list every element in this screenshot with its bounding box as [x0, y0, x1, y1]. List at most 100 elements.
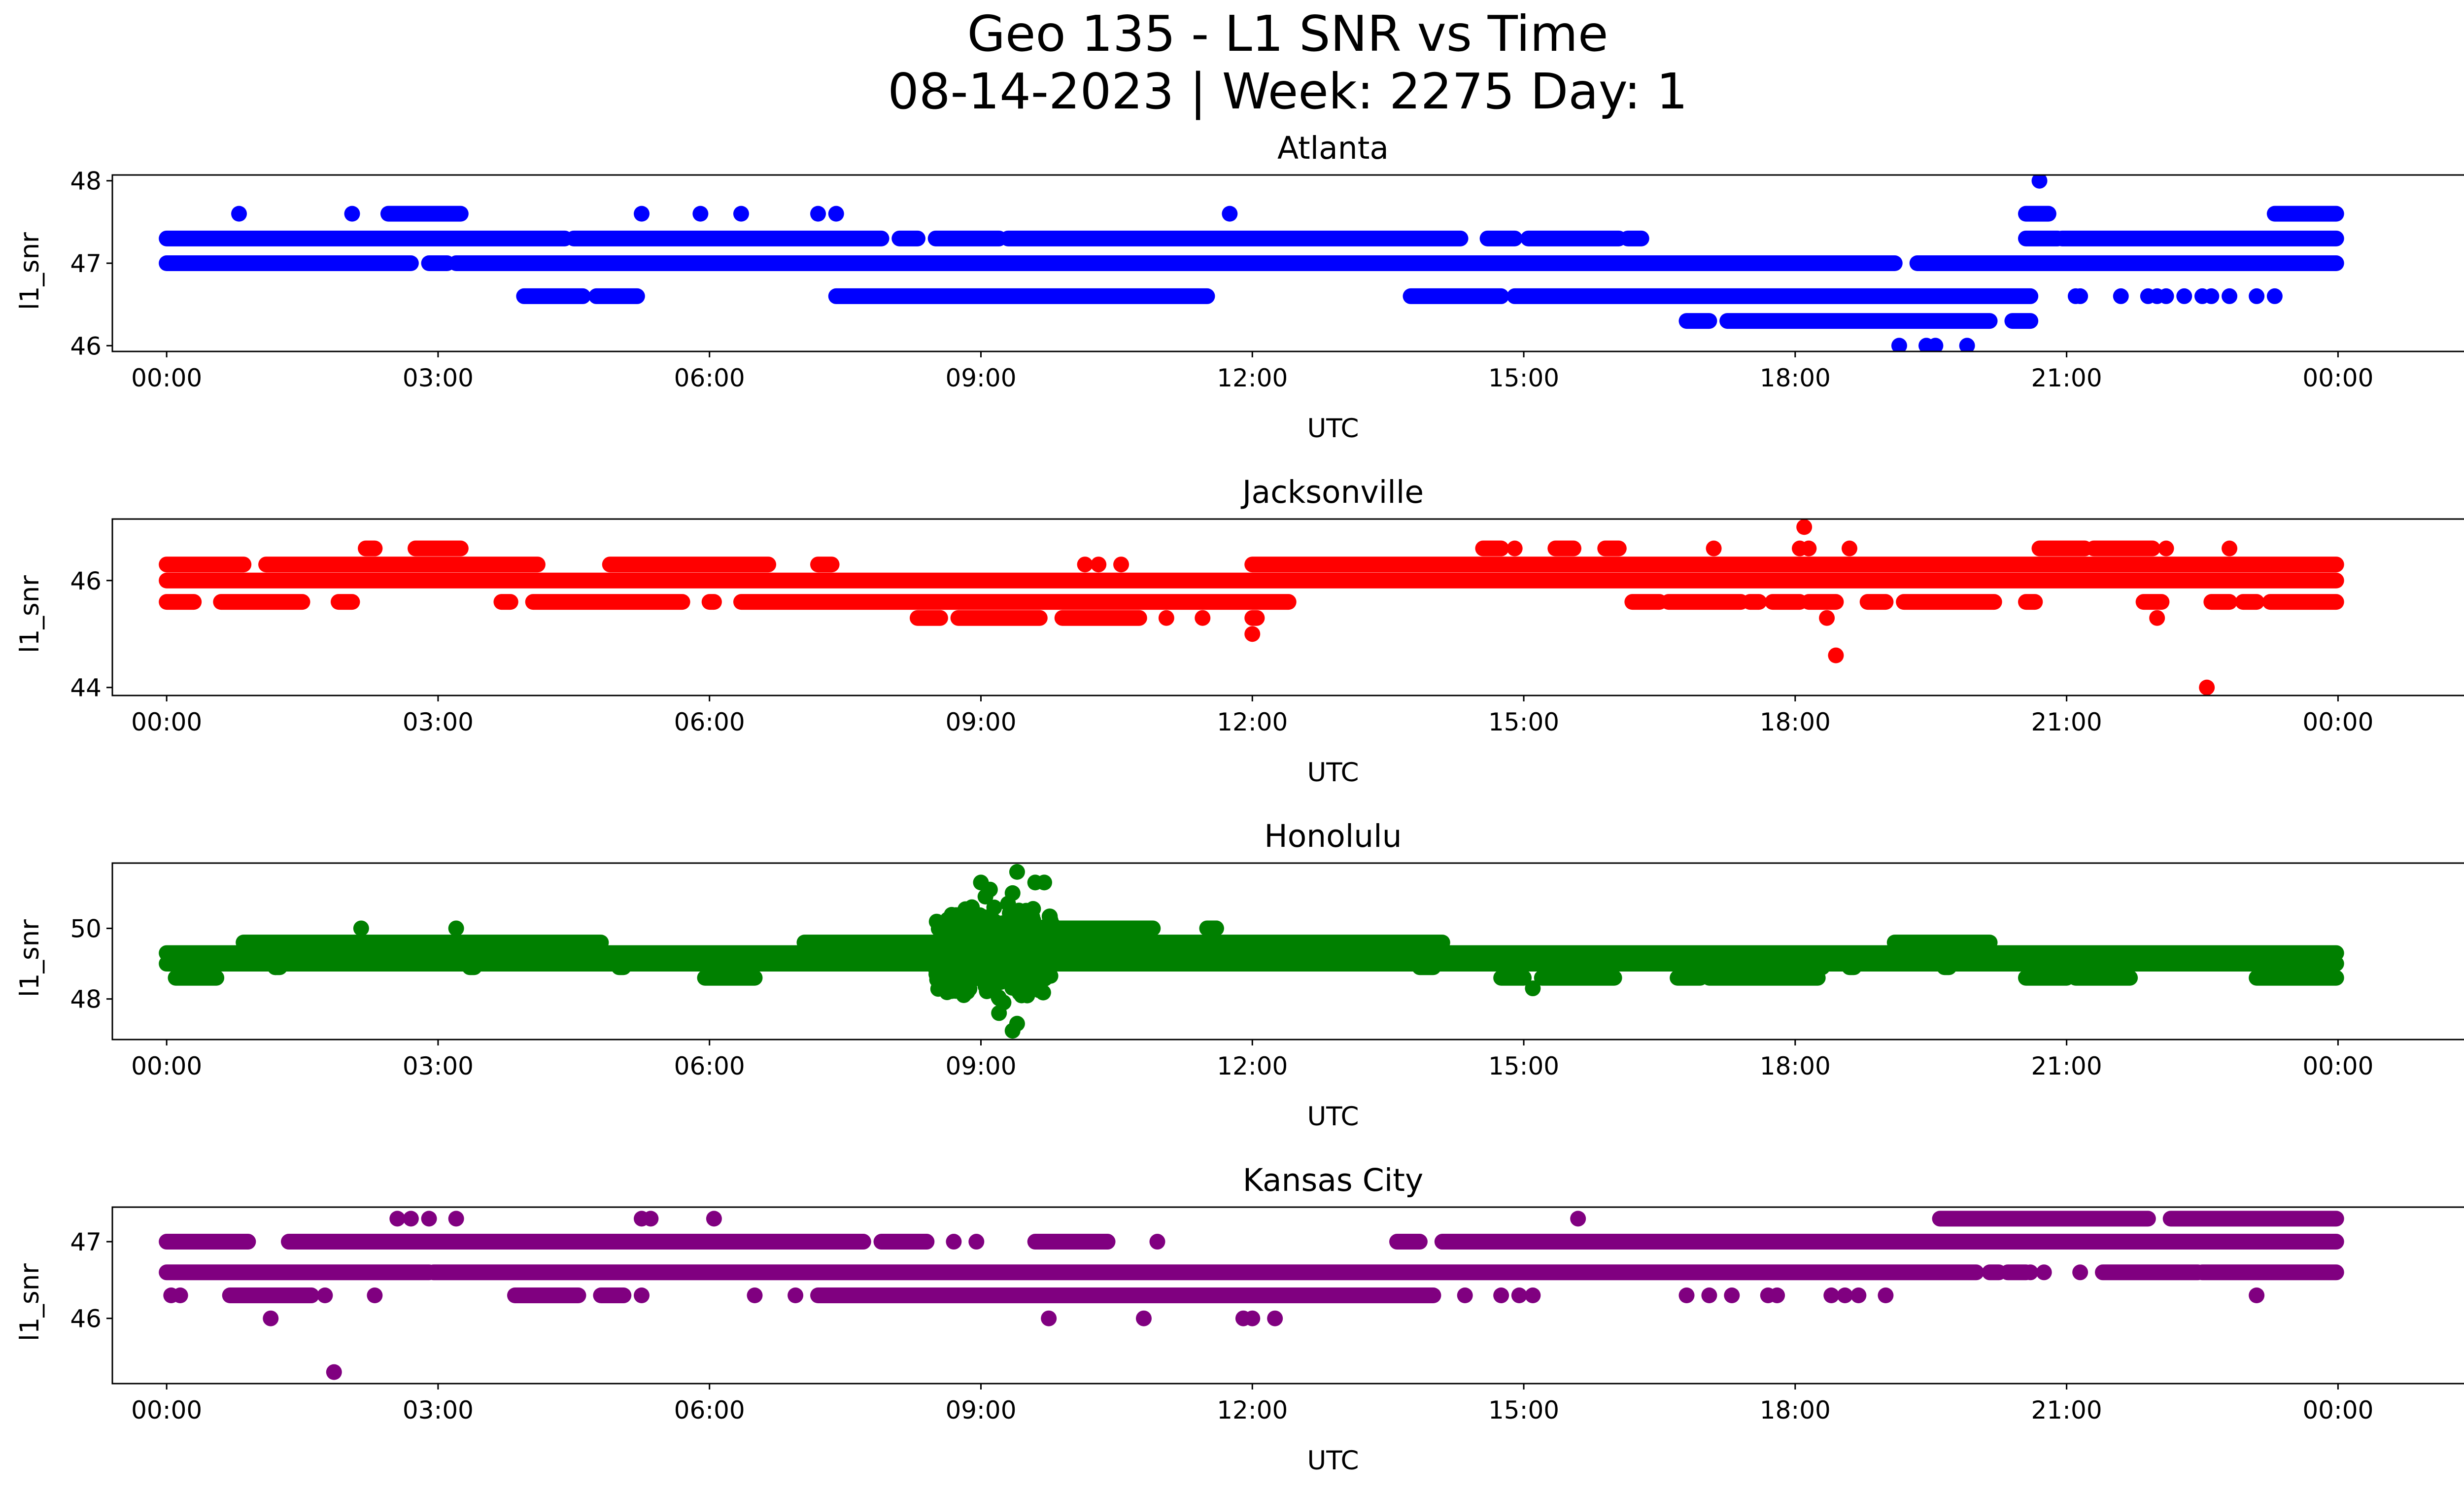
data-point: [2072, 1264, 2088, 1281]
data-point: [2031, 175, 2048, 189]
data-point: [964, 899, 980, 915]
data-point: [367, 1287, 383, 1303]
data-point: [1678, 1287, 1695, 1303]
data-point: [980, 929, 996, 945]
data-point: [1796, 519, 1813, 535]
data-point: [1158, 610, 1174, 626]
x-tick-label: 00:00: [131, 1052, 202, 1080]
data-point: [946, 1234, 962, 1250]
data-point: [964, 948, 981, 964]
data-point: [2222, 540, 2238, 556]
x-tick-label: 12:00: [1217, 1052, 1288, 1080]
data-point: [1457, 1287, 1473, 1303]
data-point: [1004, 951, 1021, 968]
data-point: [267, 959, 283, 975]
y-axis-label: l1_snr: [15, 1263, 45, 1341]
data-point: [634, 206, 650, 222]
data-point: [2149, 610, 2165, 626]
data-point: [955, 973, 971, 989]
x-tick-label: 15:00: [1488, 1396, 1559, 1425]
subplot-kansas-city: Kansas City UTC l1_snr 00:00 03:00 06:00 09…: [15, 1162, 2464, 1476]
data-point: [172, 1287, 188, 1303]
y-tick-label: 48: [70, 167, 102, 196]
data-point: [2203, 288, 2220, 304]
x-tick-label: 00:00: [2302, 364, 2373, 392]
x-tick-label: 09:00: [945, 1396, 1016, 1425]
data-point: [1014, 987, 1030, 1004]
data-point: [931, 952, 947, 968]
data-point: [1525, 1287, 1541, 1303]
data-point: [1017, 958, 1033, 974]
data-point: [1819, 610, 1835, 626]
subplot-atlanta: Atlanta UTC l1_snr 00:00 03:00 06:00 09:00 1…: [15, 130, 2464, 444]
x-tick-label: 00:00: [2302, 1052, 2373, 1080]
x-tick-label: 06:00: [674, 364, 745, 392]
data-point: [787, 1287, 804, 1303]
data-point: [1035, 948, 1051, 964]
data-point: [643, 1211, 659, 1227]
data-point: [1959, 338, 1975, 351]
data-point: [1004, 885, 1021, 901]
data-point: [733, 206, 749, 222]
x-tick-label: 12:00: [1217, 708, 1288, 736]
x-tick-label: 03:00: [403, 708, 474, 736]
data-point: [1009, 864, 1025, 880]
plot-area: 00:00 03:00 06:00 09:00 12:00 15:00 18:00 21:00…: [70, 1206, 2464, 1425]
data-point: [403, 1211, 419, 1227]
data-point: [1267, 1310, 1283, 1326]
y-tick-label: 46: [70, 332, 102, 360]
axes-frame: [111, 1206, 2464, 1385]
data-point: [1841, 540, 1857, 556]
x-tick-label: 18:00: [1760, 364, 1831, 392]
x-tick-label: 09:00: [945, 364, 1016, 392]
axes-frame: [111, 862, 2464, 1041]
data-point: [946, 927, 962, 943]
data-point: [1077, 556, 1093, 573]
data-point: [1031, 966, 1048, 982]
data-point: [1701, 1287, 1717, 1303]
x-tick-label: 18:00: [1760, 1052, 1831, 1080]
plot-area: 00:00 03:00 06:00 09:00 12:00 15:00 18:00 21:00…: [70, 518, 2464, 736]
y-tick-label: 50: [70, 914, 102, 943]
x-axis-label: UTC: [1307, 1102, 1359, 1132]
x-tick-label: 15:00: [1488, 708, 1559, 736]
subplot-title: Honolulu: [1264, 818, 1402, 854]
data-point: [928, 913, 945, 930]
y-tick-label: 46: [70, 1305, 102, 1333]
data-point: [317, 1287, 333, 1303]
x-axis-label: UTC: [1307, 758, 1359, 788]
y-tick-label: 46: [70, 567, 102, 595]
data-point: [810, 206, 826, 222]
data-point: [2072, 288, 2088, 304]
figure-title-line1: Geo 135 - L1 SNR vs Time: [967, 5, 1608, 63]
data-point: [1570, 1211, 1586, 1227]
data-marks: [159, 1211, 2344, 1380]
x-tick-label: 00:00: [131, 364, 202, 392]
x-tick-label: 15:00: [1488, 1052, 1559, 1080]
data-point: [2176, 288, 2192, 304]
data-point: [1208, 920, 1224, 937]
x-tick-label: 06:00: [674, 1396, 745, 1425]
y-axis-label: l1_snr: [15, 232, 45, 310]
data-point: [968, 1234, 985, 1250]
data-point: [1525, 980, 1541, 997]
x-tick-label: 03:00: [403, 1396, 474, 1425]
data-point: [1018, 903, 1034, 919]
data-point: [692, 206, 709, 222]
data-point: [1091, 556, 1107, 573]
subplot-title: Jacksonville: [1240, 474, 1424, 510]
data-point: [706, 1211, 722, 1227]
data-point: [1506, 540, 1523, 556]
data-point: [1850, 1287, 1867, 1303]
data-point: [1135, 1310, 1152, 1326]
x-tick-label: 21:00: [2031, 708, 2102, 736]
data-point: [1769, 1287, 1785, 1303]
subplot-title: Kansas City: [1243, 1162, 1424, 1198]
data-point: [1828, 647, 1844, 663]
x-tick-label: 21:00: [2031, 1396, 2102, 1425]
y-tick-label: 44: [70, 674, 102, 702]
data-point: [1706, 540, 1722, 556]
data-point: [1724, 1287, 1740, 1303]
data-point: [1493, 1287, 1509, 1303]
data-point: [1012, 933, 1028, 949]
